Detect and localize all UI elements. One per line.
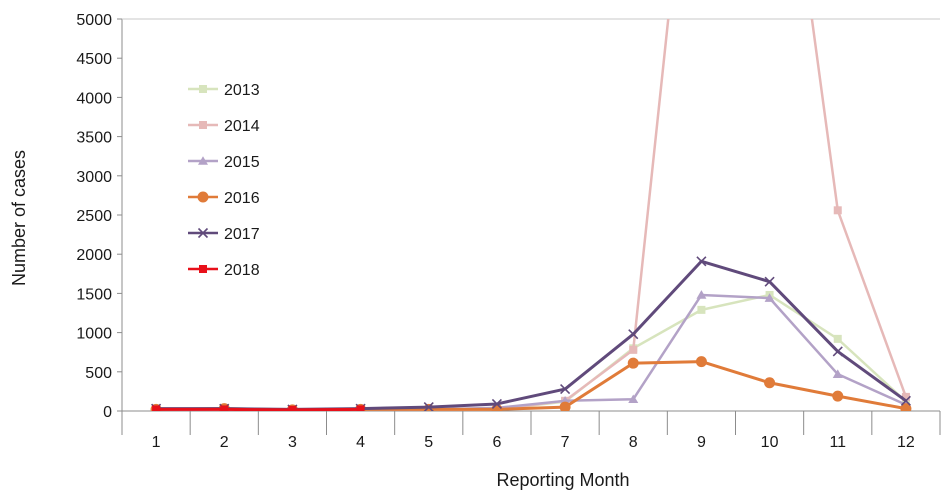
legend-item: 2014 [188,118,260,135]
plot-area [150,19,912,411]
x-tick-label: 9 [697,434,706,451]
y-tick-label: 3000 [76,169,112,186]
data-point [491,398,502,410]
data-point [832,390,844,402]
series-line [156,360,907,411]
legend-label: 2017 [224,226,260,243]
x-axis-title: Reporting Month [496,470,629,490]
legend-item: 2018 [188,262,260,279]
legend-label: 2013 [224,82,260,99]
data-point [696,256,707,267]
y-tick-label: 4000 [76,90,112,107]
legend-item: 2017 [188,226,260,243]
data-point [833,206,842,215]
legend-marker [198,156,208,165]
data-point [628,329,639,340]
x-tick-labels: 1 2 3 4 5 6 7 8 9 10 11 12 [152,434,915,451]
legend-marker [199,85,207,93]
series-line [156,293,907,411]
x-tick-label: 7 [561,434,570,451]
legend-label: 2014 [224,118,260,135]
data-point [356,405,365,411]
x-tick-label: 5 [424,434,433,451]
y-tick-label: 0 [103,404,112,421]
data-point [764,293,775,302]
legend-label: 2015 [224,154,260,171]
series-2017 [151,256,911,411]
series-2014 [152,19,910,411]
data-point [764,276,775,287]
data-point [627,357,639,369]
x-tick-label: 12 [897,434,915,451]
series-line [156,293,907,411]
y-tick-label: 2500 [76,208,112,225]
data-point [697,305,706,314]
data-point [629,345,638,354]
data-point [152,405,161,411]
data-point [220,405,229,411]
legend-item: 2016 [188,190,260,207]
series-group [150,19,912,411]
x-tick-label: 11 [829,434,846,451]
y-tick-label: 5000 [76,12,112,29]
legend-item: 2015 [188,154,260,171]
y-tick-label: 500 [85,365,112,382]
data-point [559,401,571,411]
data-point [423,402,434,411]
x-tick-label: 8 [629,434,638,451]
x-tick-label: 2 [220,434,229,451]
y-tick-label: 2000 [76,247,112,264]
legend-marker [199,121,207,129]
data-point [900,403,912,411]
y-tick-label: 4500 [76,51,112,68]
data-point [901,392,910,401]
series-line [156,19,908,411]
x-tick-label: 6 [492,434,501,451]
legend-marker [199,265,207,273]
data-point [695,356,707,368]
x-tick-label: 10 [761,434,779,451]
data-point [628,394,639,404]
legend-marker [197,227,209,239]
data-point [832,369,843,378]
x-tick-label: 3 [288,434,297,451]
y-tick-label: 1000 [76,326,112,343]
x-tick-label: 4 [356,434,365,451]
data-point [288,405,297,411]
x-tick-label: 1 [152,434,161,451]
data-point [900,395,911,406]
data-point [833,334,842,343]
data-point [560,383,571,395]
legend-marker [197,191,209,203]
y-tick-label: 1500 [76,286,112,303]
legend: 2013 2014 2015 2016 2017 2018 [188,82,260,279]
y-tick-label: 3500 [76,130,112,147]
series-2018 [152,405,365,411]
legend-item: 2013 [188,82,260,99]
legend-label: 2016 [224,190,260,207]
data-point [764,377,776,389]
data-point [696,290,707,299]
y-axis-title: Number of cases [9,150,29,286]
data-point [832,346,843,357]
legend-label: 2018 [224,262,260,279]
y-tick-labels: 0 500 1000 1500 2000 2500 3000 3500 4000 4500 5000 [76,12,112,421]
